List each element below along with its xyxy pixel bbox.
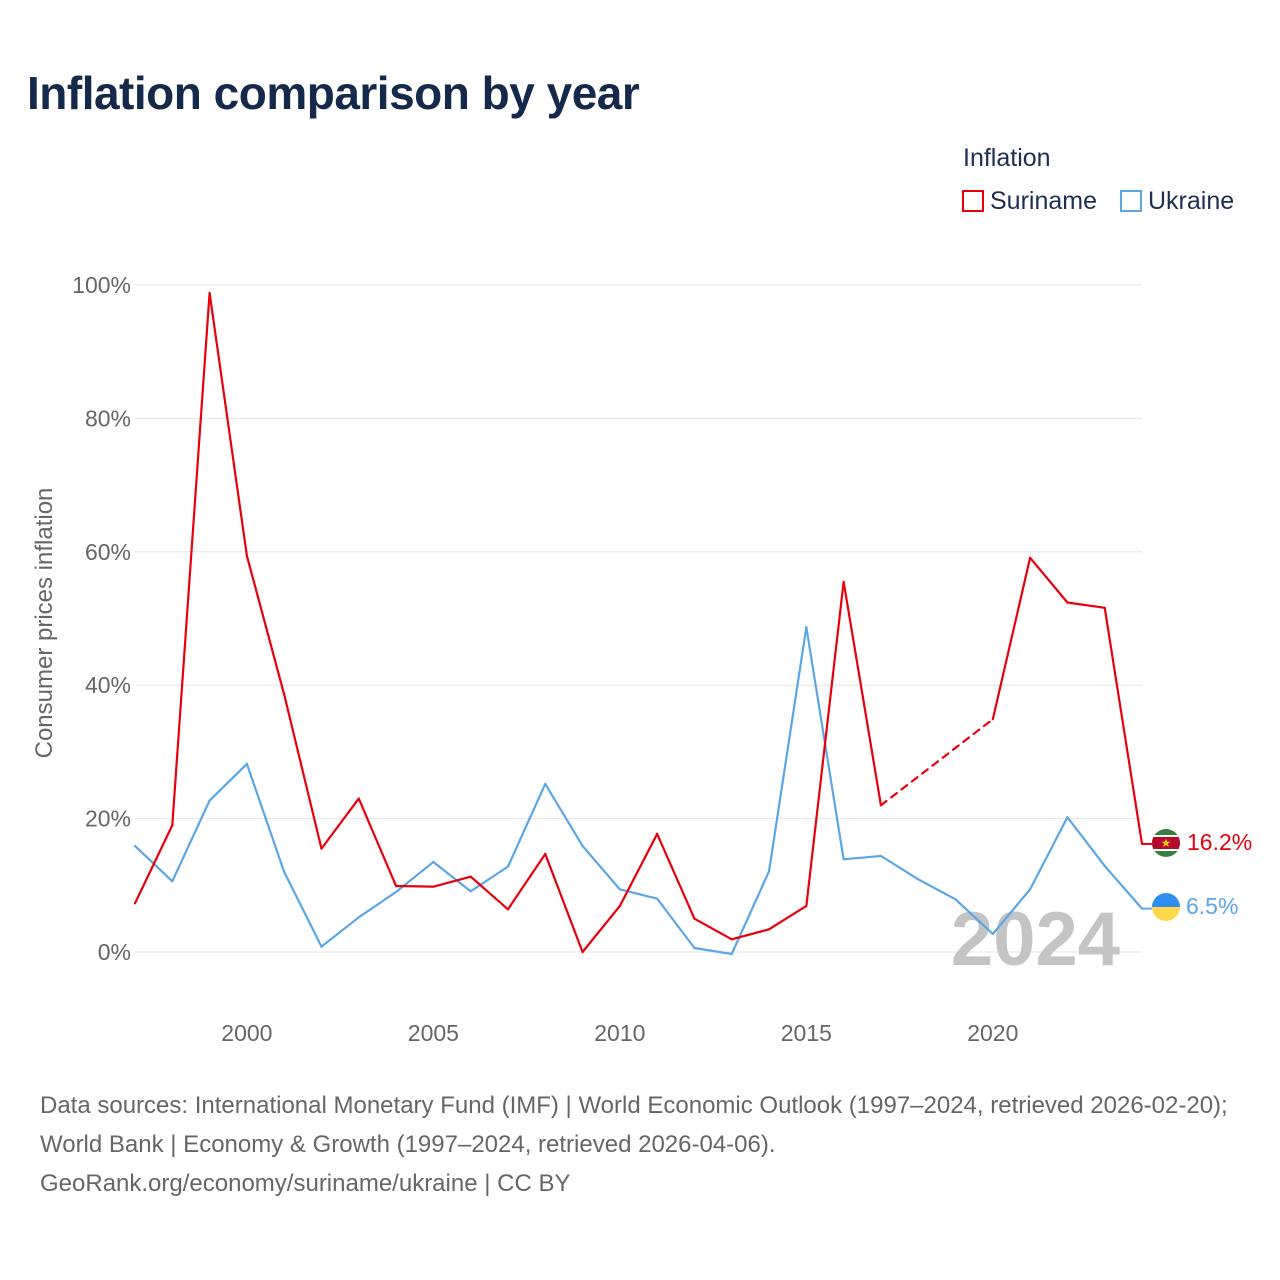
x-tick-label: 2010 [594,1020,645,1046]
line-segment-suriname [581,904,621,954]
legend-swatch-ukraine [1120,190,1142,212]
legend-item-suriname[interactable]: Suriname [962,186,1097,216]
inflation-line-chart: 0%20%40%60%80%100% 2000 2005 2010 2015 2020 … [31,272,1252,1046]
y-axis-label: Consumer prices inflation [31,488,58,759]
y-tick-label: 40% [85,672,131,698]
x-tick-label: 2015 [781,1020,832,1046]
line-segment-ukraine [283,870,323,948]
line-segment-ukraine [245,762,286,874]
series-suriname [133,291,1152,954]
legend-label-suriname: Suriname [990,186,1097,215]
line-segment-ukraine [656,897,696,950]
ukraine-end-label: 6.5% [1186,893,1238,919]
y-axis-ticks: 0% 20% 40% 60% 80% 100% [72,272,131,965]
page-title: Inflation comparison by year [27,67,640,119]
grid-lines [135,284,1142,953]
line-segment-ukraine [730,870,771,956]
x-axis-ticks: 2000 2005 2010 2015 2020 [221,1020,1018,1046]
y-tick-label: 60% [85,539,131,565]
line-segment-suriname [1066,601,1106,609]
line-segment-ukraine [618,888,659,900]
line-segment-suriname [805,580,845,908]
suriname-flag-icon [1152,829,1180,857]
line-segment-suriname [693,917,733,941]
line-segment-suriname [544,852,584,954]
legend-item-ukraine[interactable]: Ukraine [1120,186,1234,216]
x-tick-label: 2000 [221,1020,272,1046]
line-segment-ukraine [506,782,547,868]
line-segment-ukraine [171,799,211,883]
line-segment-ukraine [879,854,920,881]
line-segment-suriname [283,693,323,850]
line-segment-suriname [879,718,994,807]
line-segment-suriname [208,291,248,557]
line-segment-suriname [394,884,435,888]
line-segment-ukraine [208,762,248,802]
line-segment-suriname [618,832,659,908]
line-segment-ukraine [1029,816,1069,891]
line-segment-suriname [469,875,510,911]
line-segment-ukraine [991,888,1032,936]
line-segment-ukraine [320,916,360,948]
line-segment-ukraine [917,878,957,901]
y-tick-label: 100% [72,272,131,298]
line-segment-ukraine [1066,816,1106,868]
chart-footer: Data sources: International Monetary Fun… [40,1086,1250,1203]
line-segment-ukraine [357,890,398,919]
ukraine-flag-icon [1152,893,1180,921]
x-tick-label: 2020 [967,1020,1018,1046]
y-tick-label: 80% [85,405,131,431]
y-tick-label: 0% [98,939,131,965]
line-segment-ukraine [581,844,621,891]
line-segment-suriname [1103,606,1144,846]
line-segment-suriname [1029,556,1069,604]
line-segment-suriname [171,291,211,827]
line-segment-suriname [656,832,696,920]
data-sources: Data sources: International Monetary Fun… [40,1092,1228,1158]
line-segment-ukraine [432,860,472,893]
series-ukraine [133,626,1152,956]
y-tick-label: 20% [85,806,131,832]
line-segment-ukraine [469,865,510,893]
line-segment-suriname [506,852,547,911]
x-tick-label: 2005 [408,1020,459,1046]
line-segment-suriname [320,797,360,850]
line-segment-ukraine [544,782,584,848]
legend-title: Inflation [963,144,1051,172]
line-segment-ukraine [954,898,994,936]
source-link[interactable]: GeoRank.org/economy/suriname/ukraine | C… [40,1170,571,1197]
line-segment-suriname [730,928,771,941]
year-watermark: 2024 [951,897,1120,982]
line-segment-suriname [767,904,808,931]
series-layer [133,291,1152,956]
legend-label-ukraine: Ukraine [1148,186,1235,215]
line-segment-ukraine [842,854,883,861]
line-segment-ukraine [1103,864,1144,910]
line-segment-suriname [991,556,1032,721]
line-segment-suriname [357,797,398,888]
legend-swatch-suriname [962,190,984,212]
suriname-end-label: 16.2% [1187,829,1252,855]
line-segment-ukraine [693,946,733,956]
line-segment-suriname [245,554,286,696]
line-segment-suriname [133,824,174,905]
line-segment-suriname [842,580,883,807]
line-segment-ukraine [767,626,808,873]
line-segment-suriname [432,875,472,888]
